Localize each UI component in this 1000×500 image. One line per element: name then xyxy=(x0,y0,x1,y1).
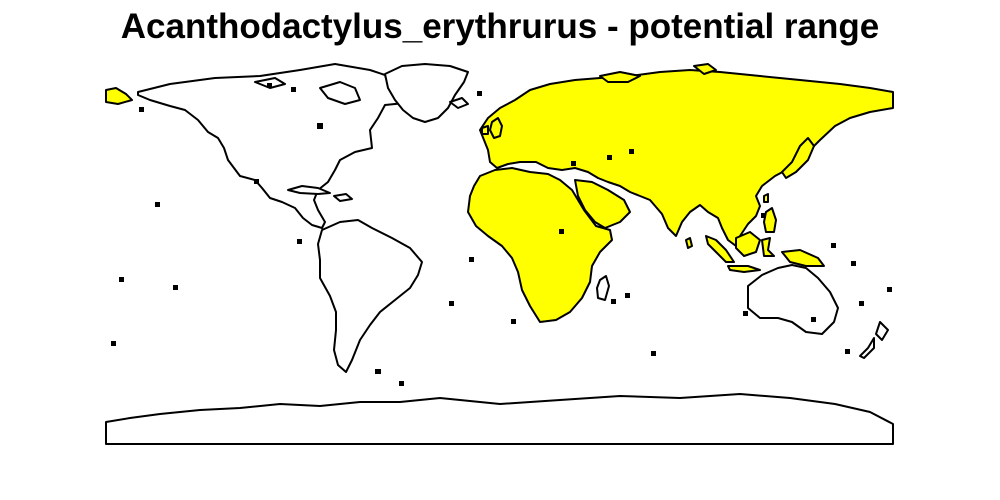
arctic-russia-island xyxy=(693,63,717,75)
island-speck xyxy=(625,293,630,298)
island-speck xyxy=(743,311,748,316)
greenland-landmass xyxy=(384,63,469,123)
island-speck xyxy=(254,179,259,184)
arabian-peninsula xyxy=(574,179,631,229)
island-speck xyxy=(119,277,124,282)
australia-landmass xyxy=(747,264,839,335)
island-speck xyxy=(317,123,323,129)
island-speck xyxy=(139,107,144,112)
map-title: Acanthodactylus_erythrurus - potential r… xyxy=(120,7,880,46)
north-america-landmass xyxy=(137,63,406,229)
island-speck xyxy=(571,161,576,166)
japan-island xyxy=(781,137,815,179)
island-speck xyxy=(399,381,404,386)
island-speck xyxy=(887,287,892,292)
island-speck xyxy=(111,341,116,346)
island-speck xyxy=(173,285,178,290)
sri-lanka-island xyxy=(685,237,693,249)
africa-landmass xyxy=(467,167,613,323)
ireland-island xyxy=(481,125,489,135)
island-speck xyxy=(831,243,836,248)
hispaniola-island xyxy=(333,193,353,202)
island-speck xyxy=(469,257,474,262)
philippines-island xyxy=(763,207,777,233)
small-islands xyxy=(111,83,892,386)
south-america-landmass xyxy=(317,219,423,373)
island-speck xyxy=(449,301,454,306)
island-speck xyxy=(859,301,864,306)
island-speck xyxy=(291,87,296,92)
island-speck xyxy=(611,299,616,304)
great-britain-island xyxy=(489,117,503,139)
island-speck xyxy=(375,369,381,374)
island-speck xyxy=(607,155,612,160)
island-speck xyxy=(845,349,850,354)
island-speck xyxy=(629,149,634,154)
island-speck xyxy=(761,213,766,218)
island-speck xyxy=(811,317,816,322)
island-speck xyxy=(267,83,272,88)
iceland-island xyxy=(449,97,469,109)
eurasia-landmass xyxy=(479,69,894,247)
arctic-island xyxy=(319,81,361,105)
cuba-island xyxy=(287,185,331,195)
sumatra-island xyxy=(705,235,735,263)
new-zealand-north-island xyxy=(875,321,889,341)
new-guinea-island xyxy=(781,249,825,267)
svalbard-island xyxy=(105,87,133,105)
new-zealand-south-island xyxy=(859,337,875,359)
antarctica-landmass xyxy=(105,393,894,445)
arctic-russia-island xyxy=(599,71,641,83)
island-speck xyxy=(651,351,656,356)
island-speck xyxy=(297,239,302,244)
island-speck xyxy=(477,91,482,96)
madagascar-island xyxy=(596,275,610,301)
borneo-island xyxy=(735,231,761,257)
taiwan-island xyxy=(763,193,769,203)
island-speck xyxy=(511,319,516,324)
java-island xyxy=(727,265,761,273)
island-speck xyxy=(559,229,564,234)
island-speck xyxy=(155,202,160,207)
island-speck xyxy=(851,261,856,266)
sulawesi-island xyxy=(761,237,775,257)
